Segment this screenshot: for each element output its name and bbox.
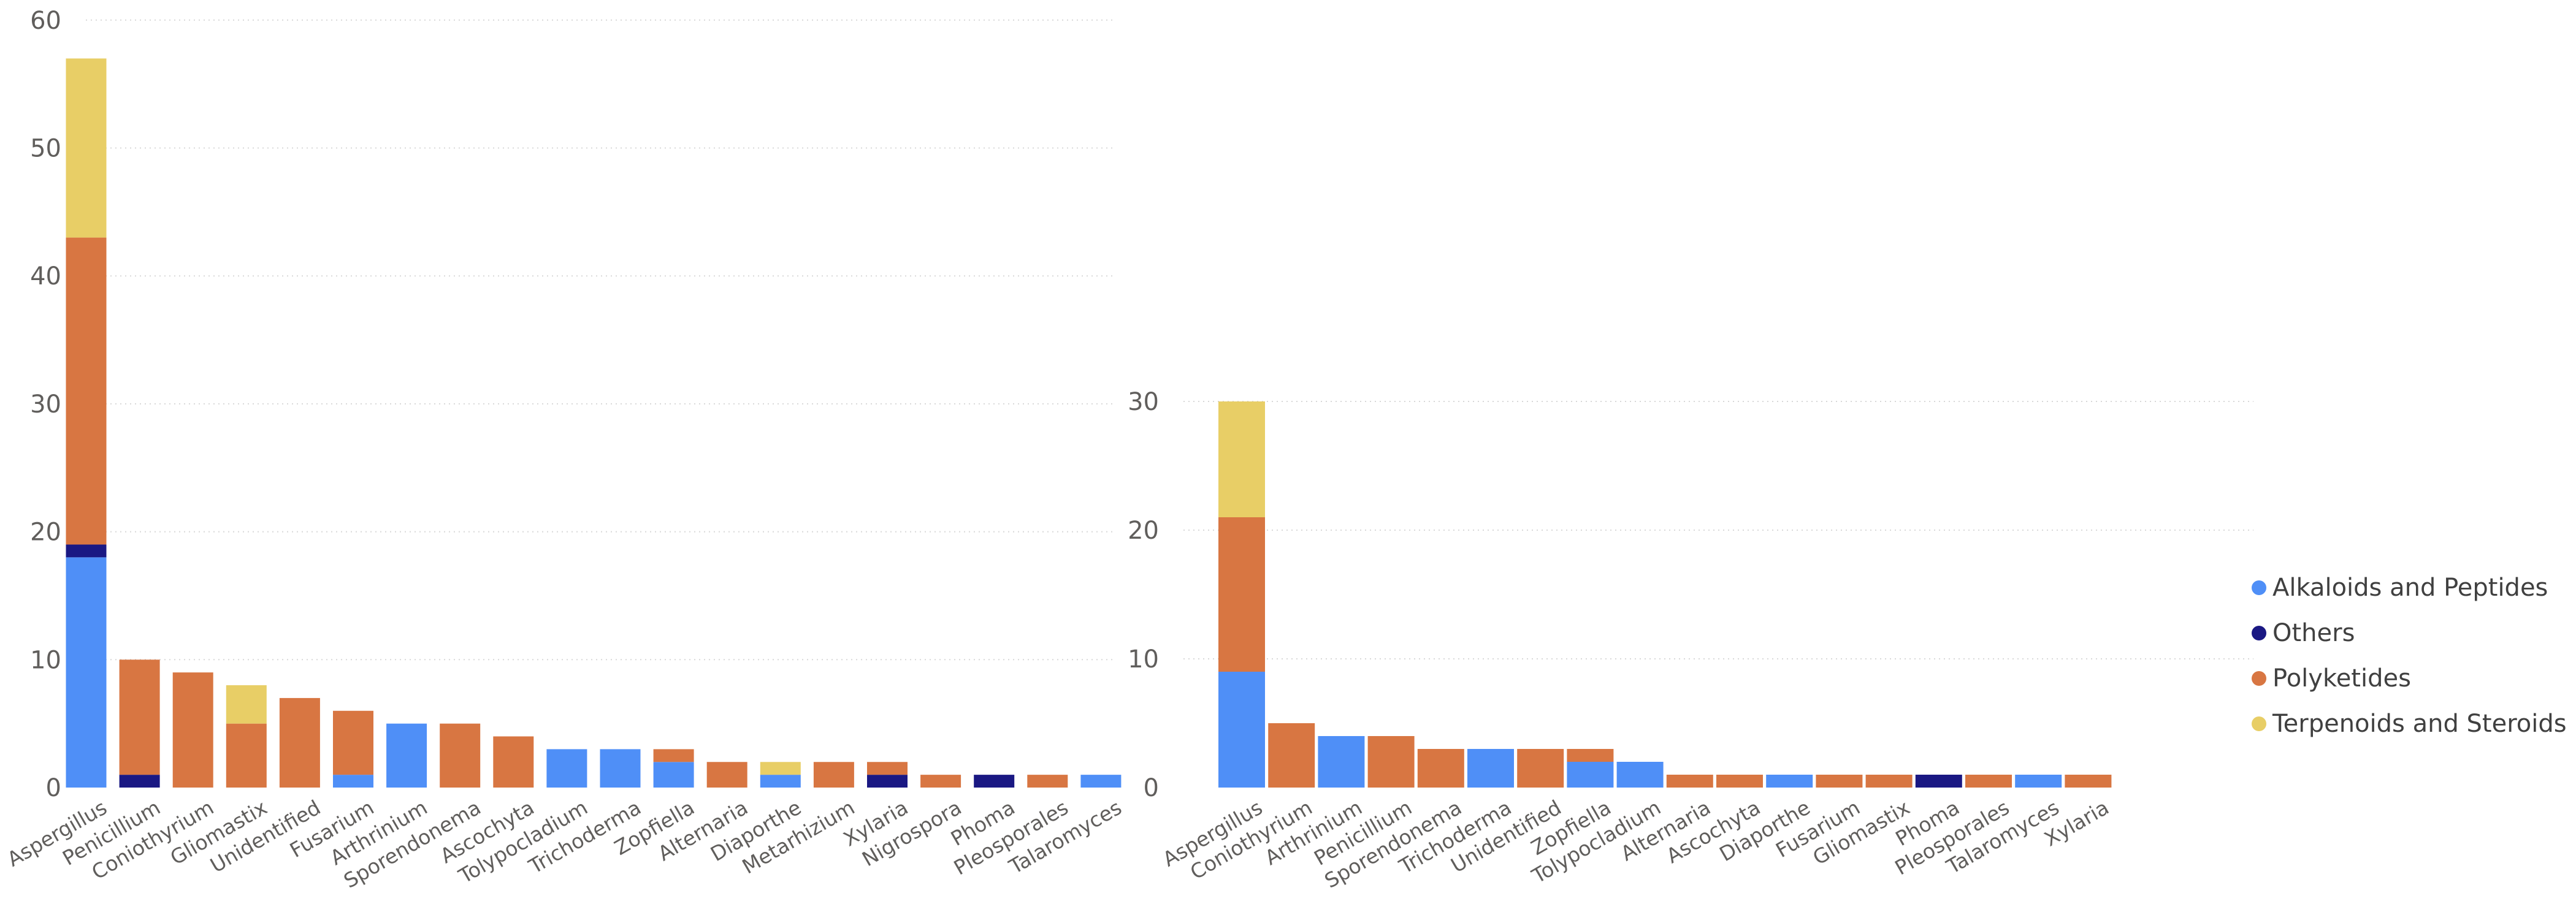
bar-ascochyta-polyketides[interactable]	[493, 736, 534, 788]
bar-aspergillus-alkaloids-and-peptides[interactable]	[1218, 672, 1265, 788]
bar-metarhizium-polyketides[interactable]	[813, 762, 854, 788]
y-tick-label: 0	[1144, 774, 1159, 802]
legend-item-polyketides[interactable]: Polyketides	[2252, 656, 2567, 701]
legend-swatch-polyketides	[2252, 671, 2266, 686]
bar-arthrinium-alkaloids-and-peptides[interactable]	[1318, 736, 1365, 788]
bar-talaromyces-alkaloids-and-peptides[interactable]	[2015, 775, 2062, 788]
legend: Alkaloids and Peptides Others Polyketide…	[2252, 565, 2567, 746]
bar-diaporthe-alkaloids-and-peptides[interactable]	[760, 775, 801, 788]
legend-item-terpenoids[interactable]: Terpenoids and Steroids	[2252, 701, 2567, 746]
bar-aspergillus-polyketides[interactable]	[66, 237, 107, 545]
legend-item-alkaloids[interactable]: Alkaloids and Peptides	[2252, 565, 2567, 610]
bar-sporendonema-polyketides[interactable]	[1417, 749, 1464, 788]
bar-fusarium-polyketides[interactable]	[333, 710, 373, 775]
bar-fusarium-alkaloids-and-peptides[interactable]	[333, 775, 373, 788]
bar-zopfiella-polyketides[interactable]	[1567, 749, 1614, 762]
bar-aspergillus-alkaloids-and-peptides[interactable]	[66, 557, 107, 788]
bar-pleosporales-polyketides[interactable]	[1027, 775, 1068, 788]
legend-label-polyketides: Polyketides	[2272, 664, 2411, 693]
y-tick-label: 10	[1128, 645, 1159, 674]
bar-aspergillus-terpenoids-and-steroids[interactable]	[66, 58, 107, 238]
bar-phoma-others[interactable]	[974, 775, 1015, 788]
bar-sporendonema-polyketides[interactable]	[440, 723, 481, 788]
bar-nigrospora-polyketides[interactable]	[920, 775, 961, 788]
legend-item-others[interactable]: Others	[2252, 610, 2567, 656]
bar-gliomastix-polyketides[interactable]	[1865, 775, 1913, 788]
bar-coniothyrium-polyketides[interactable]	[172, 672, 213, 788]
chart-1: 0102030405060AspergillusPenicilliumConio…	[3, 7, 1126, 893]
y-tick-label: 40	[30, 262, 61, 291]
y-tick-label: 10	[30, 646, 61, 674]
y-tick-label: 20	[1128, 517, 1159, 545]
bar-pleosporales-polyketides[interactable]	[1965, 775, 2012, 788]
bar-aspergillus-terpenoids-and-steroids[interactable]	[1218, 401, 1265, 517]
legend-swatch-alkaloids	[2252, 580, 2266, 595]
bar-trichoderma-alkaloids-and-peptides[interactable]	[600, 749, 641, 788]
bar-arthrinium-alkaloids-and-peptides[interactable]	[386, 723, 427, 788]
bar-tolypocladium-alkaloids-and-peptides[interactable]	[1616, 762, 1664, 788]
bar-zopfiella-alkaloids-and-peptides[interactable]	[1567, 762, 1614, 788]
bar-phoma-others[interactable]	[1915, 775, 1962, 788]
bar-zopfiella-alkaloids-and-peptides[interactable]	[653, 762, 694, 788]
bar-trichoderma-alkaloids-and-peptides[interactable]	[1467, 749, 1514, 788]
bar-penicillium-polyketides[interactable]	[119, 659, 160, 775]
legend-label-alkaloids: Alkaloids and Peptides	[2272, 574, 2548, 602]
y-tick-label: 30	[30, 390, 61, 419]
y-tick-label: 60	[30, 7, 61, 35]
bar-penicillium-polyketides[interactable]	[1367, 736, 1415, 788]
bar-zopfiella-polyketides[interactable]	[653, 749, 694, 762]
bar-alternaria-polyketides[interactable]	[706, 762, 747, 788]
bar-gliomastix-polyketides[interactable]	[226, 723, 267, 788]
legend-label-terpenoids: Terpenoids and Steroids	[2272, 710, 2567, 738]
legend-swatch-terpenoids	[2252, 716, 2266, 731]
bar-xylaria-polyketides[interactable]	[2065, 775, 2112, 788]
bar-penicillium-others[interactable]	[119, 775, 160, 788]
bar-diaporthe-terpenoids-and-steroids[interactable]	[760, 762, 801, 775]
legend-swatch-others	[2252, 626, 2266, 640]
legend-label-others: Others	[2272, 619, 2355, 647]
bar-fusarium-polyketides[interactable]	[1816, 775, 1863, 788]
bar-aspergillus-others[interactable]	[66, 544, 107, 558]
bar-unidentified-polyketides[interactable]	[1517, 749, 1564, 788]
bar-xylaria-polyketides[interactable]	[867, 762, 908, 775]
y-tick-label: 20	[30, 518, 61, 547]
bar-xylaria-others[interactable]	[867, 775, 908, 788]
bar-diaporthe-alkaloids-and-peptides[interactable]	[1766, 775, 1813, 788]
y-tick-label: 0	[46, 774, 61, 802]
bar-gliomastix-terpenoids-and-steroids[interactable]	[226, 685, 267, 724]
bar-coniothyrium-polyketides[interactable]	[1268, 723, 1315, 788]
bar-tolypocladium-alkaloids-and-peptides[interactable]	[546, 749, 587, 788]
chart-2: 0102030AspergillusConiothyriumArthrinium…	[1128, 388, 2253, 893]
bar-aspergillus-polyketides[interactable]	[1218, 517, 1265, 672]
y-tick-label: 30	[1128, 388, 1159, 416]
bar-alternaria-polyketides[interactable]	[1666, 775, 1713, 788]
bar-ascochyta-polyketides[interactable]	[1716, 775, 1763, 788]
y-tick-label: 50	[30, 135, 61, 163]
bar-talaromyces-alkaloids-and-peptides[interactable]	[1080, 775, 1122, 788]
bar-unidentified-polyketides[interactable]	[279, 697, 320, 788]
